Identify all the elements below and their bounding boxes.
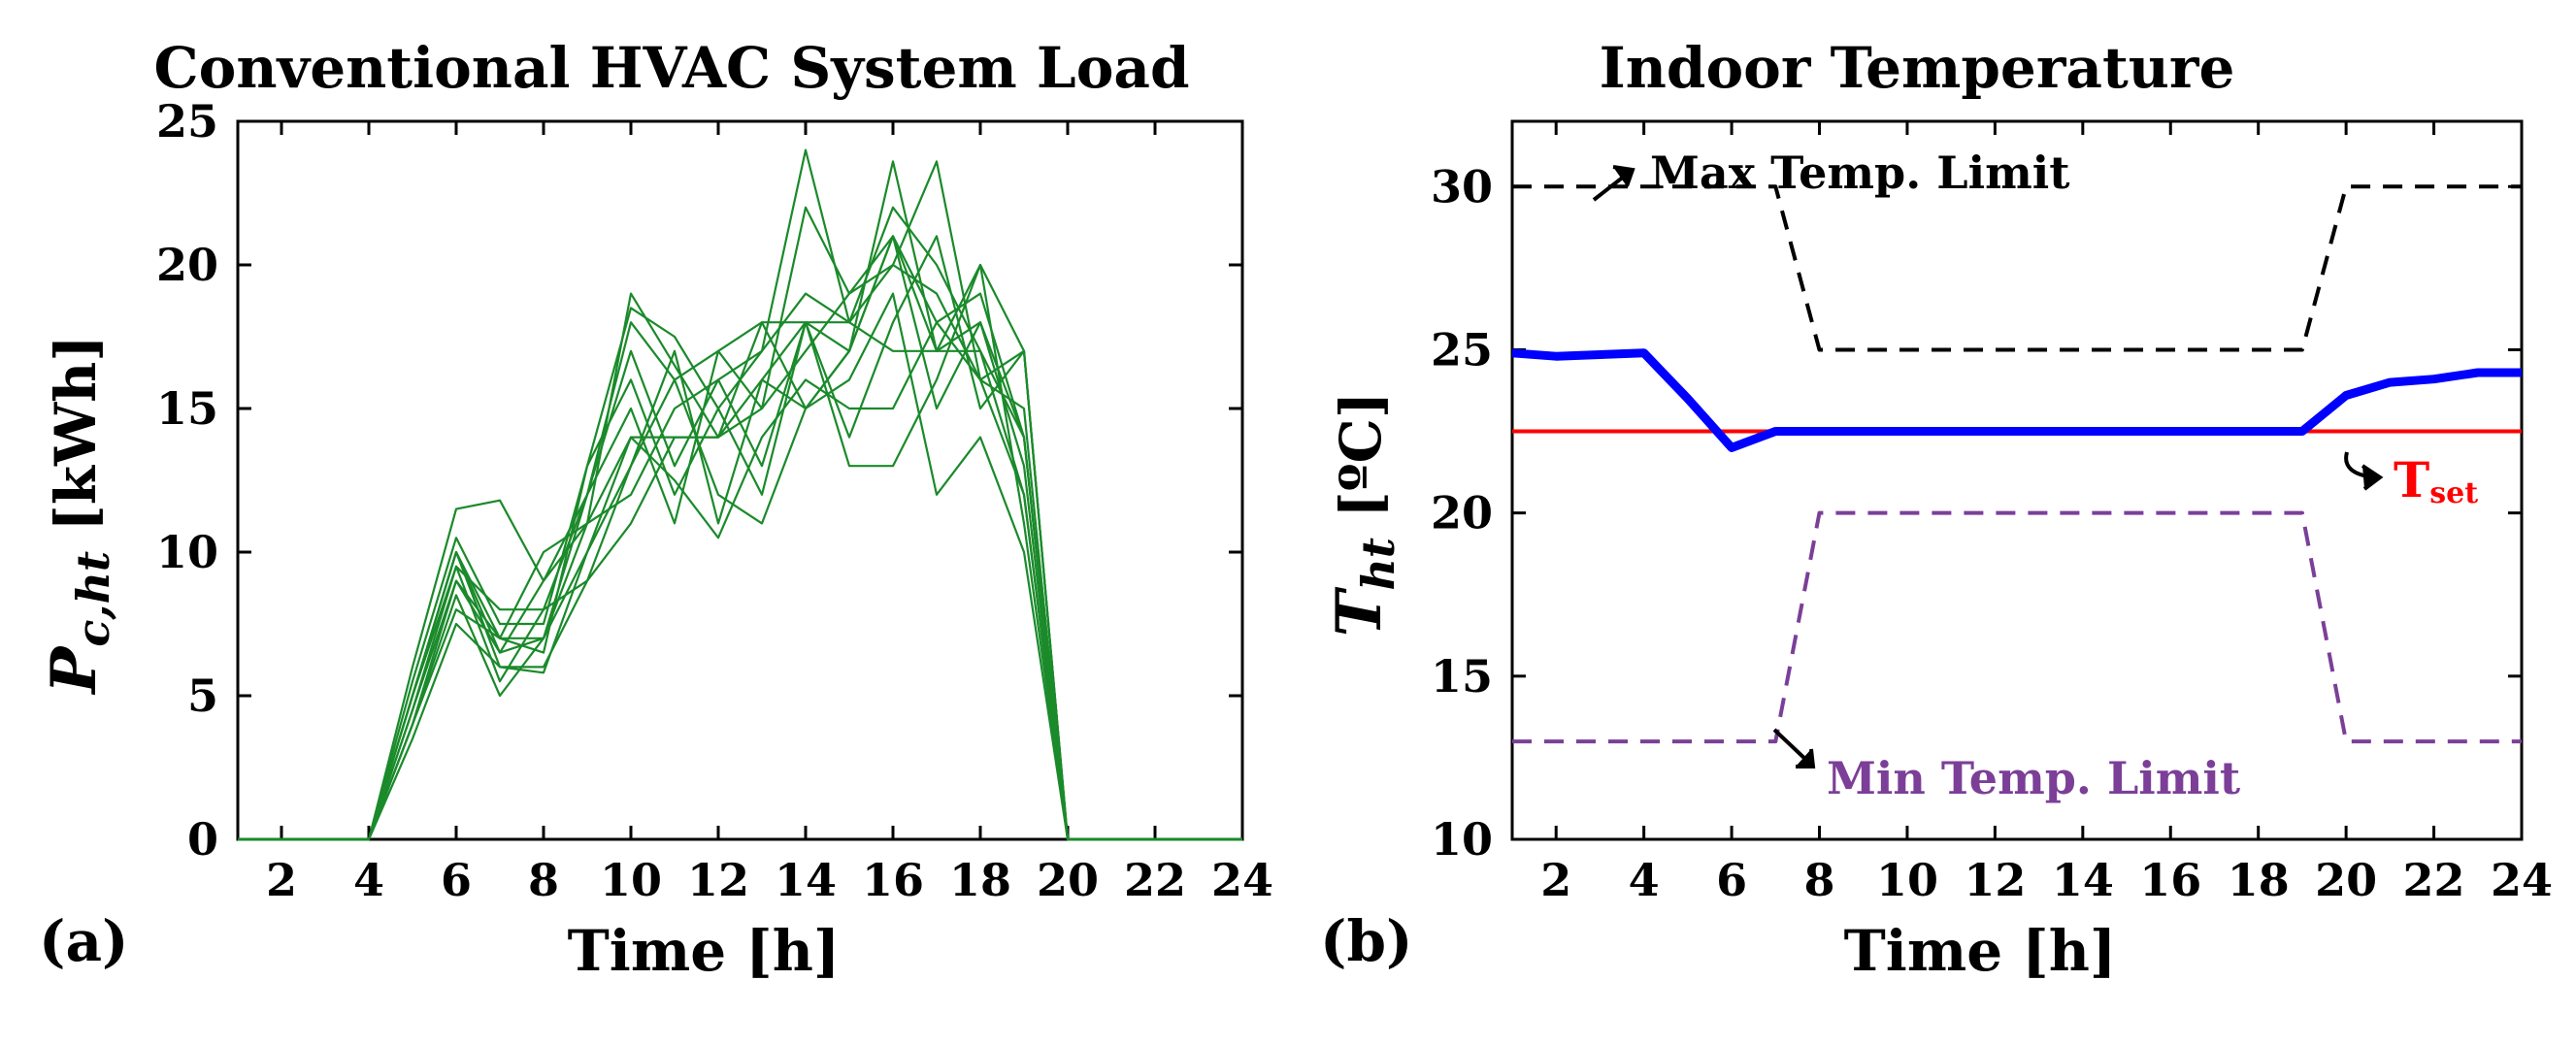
- chart-b-xtick-label: 14: [2052, 854, 2114, 906]
- min-temp-arrow: [1772, 728, 1816, 768]
- chart-b-ytick-label: 25: [1431, 323, 1493, 376]
- chart-b-xtick-label: 10: [1876, 854, 1938, 906]
- chart-b-xtick-label: 12: [1964, 854, 2026, 906]
- chart-b-xtick-label: 22: [2403, 854, 2465, 906]
- chart-a-series-s7: [238, 235, 1242, 841]
- chart-a-series-s2: [238, 148, 1242, 841]
- chart-a-series-s3: [238, 235, 1242, 841]
- chart-a-xtick-label: 16: [862, 854, 924, 906]
- chart-a-ytick-label: 0: [187, 813, 218, 866]
- chart-a-xtick-label: 20: [1037, 854, 1099, 906]
- chart-a-xtick-label: 24: [1211, 854, 1273, 906]
- chart-b-title: Indoor Temperature: [1600, 35, 2235, 101]
- chart-b-xtick-label: 20: [2315, 854, 2377, 906]
- chart-a-axes-frame: [236, 119, 1244, 841]
- chart-b-ytick-label: 30: [1431, 160, 1493, 212]
- chart-b-ytick-label: 15: [1431, 650, 1493, 703]
- chart-a-ytick-label: 15: [156, 382, 218, 435]
- chart-a-xtick-label: 14: [775, 854, 837, 906]
- chart-b-series-indoor-temperature: [1511, 348, 2522, 452]
- chart-a-ylabel: Pc,ht [kWh]: [38, 335, 119, 695]
- chart-a-xtick-label: 4: [353, 854, 384, 906]
- chart-b-ytick-label: 20: [1431, 487, 1493, 539]
- chart-b-ytick-label: 10: [1431, 813, 1493, 866]
- chart-a-xtick-label: 8: [528, 854, 559, 906]
- chart-a-xtick-label: 12: [687, 854, 749, 906]
- chart-b-xtick-label: 2: [1540, 854, 1571, 906]
- chart-a-xtick-label: 2: [266, 854, 297, 906]
- chart-b-ylabel-unit: [ºC]: [1328, 392, 1394, 538]
- chart-a-ytick-label: 5: [187, 670, 218, 722]
- chart-b-ylabel-sub: ht: [1352, 538, 1404, 591]
- max-temp-limit-label: Max Temp. Limit: [1650, 147, 2070, 199]
- chart-b-xtick-label: 16: [2139, 854, 2201, 906]
- max-temp-arrow: [1592, 165, 1635, 202]
- chart-b-xtick-label: 24: [2491, 854, 2553, 906]
- chart-b-xtick-label: 4: [1629, 854, 1660, 906]
- chart-b-xtick-label: 18: [2228, 854, 2290, 906]
- chart-a-ylabel-unit: [kWh]: [43, 335, 109, 551]
- chart-b-axes-frame: [1510, 119, 2524, 841]
- chart-a-xtick-label: 6: [441, 854, 472, 906]
- chart-a-series-s1: [238, 160, 1242, 841]
- chart-a-panel-label: (a): [39, 908, 128, 974]
- chart-b-series-max-temp-limit: [1512, 184, 2522, 352]
- chart-a-series-s4: [238, 206, 1242, 841]
- svg-text:Tht [ºC]: Tht [ºC]: [1323, 392, 1404, 637]
- chart-b-ylabel: Tht [ºC]: [1323, 392, 1404, 637]
- chart-a-xlabel: Time [h]: [568, 918, 841, 984]
- chart-a-ytick-label: 20: [156, 239, 218, 291]
- chart-b-xtick-label: 8: [1804, 854, 1835, 906]
- chart-a-title: Conventional HVAC System Load: [153, 35, 1189, 101]
- chart-a-ylabel-main: P: [38, 645, 111, 696]
- svg-text:Pc,ht [kWh]: Pc,ht [kWh]: [38, 335, 119, 695]
- chart-b-panel-label: (b): [1320, 908, 1412, 974]
- tset-label-sub: set: [2429, 476, 2478, 510]
- tset-label: Tset: [2394, 451, 2478, 510]
- chart-a-series-s12: [238, 206, 1242, 841]
- chart-a-series-s5: [238, 263, 1242, 841]
- chart-a-series-s6: [238, 235, 1242, 841]
- chart-a-xtick-label: 10: [600, 854, 662, 906]
- tset-arrow: [2344, 451, 2384, 491]
- chart-a-xtick-label: 18: [949, 854, 1011, 906]
- chart-a-ytick-label: 10: [156, 526, 218, 578]
- chart-b-ylabel-main: T: [1323, 586, 1396, 637]
- min-temp-limit-label: Min Temp. Limit: [1827, 752, 2241, 804]
- chart-a-series-s9: [238, 263, 1242, 841]
- tset-label-main: T: [2394, 451, 2429, 508]
- chart-a-xtick-label: 22: [1124, 854, 1186, 906]
- chart-b-series-min-temp-limit: [1512, 510, 2522, 744]
- chart-a-ylabel-sub: c,ht: [67, 551, 119, 647]
- chart-b-xlabel: Time [h]: [1844, 918, 2117, 984]
- chart-a-ytick-label: 25: [156, 95, 218, 147]
- chart-b-xtick-label: 6: [1716, 854, 1747, 906]
